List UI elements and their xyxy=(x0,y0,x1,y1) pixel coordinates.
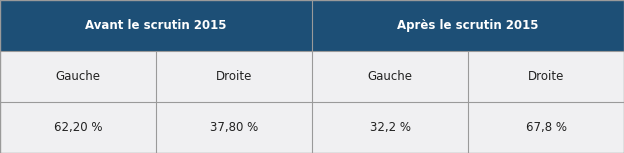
Bar xyxy=(312,51,468,102)
Bar xyxy=(0,102,156,153)
Bar xyxy=(156,51,312,102)
Bar xyxy=(312,102,468,153)
Text: Gauche: Gauche xyxy=(56,70,100,83)
Text: 62,20 %: 62,20 % xyxy=(54,121,102,134)
Bar xyxy=(0,51,156,102)
Text: Gauche: Gauche xyxy=(368,70,412,83)
Text: 37,80 %: 37,80 % xyxy=(210,121,258,134)
Bar xyxy=(156,102,312,153)
Text: 67,8 %: 67,8 % xyxy=(525,121,567,134)
Bar xyxy=(468,102,624,153)
Text: Droite: Droite xyxy=(216,70,252,83)
Text: Avant le scrutin 2015: Avant le scrutin 2015 xyxy=(85,19,227,32)
Bar xyxy=(312,0,624,51)
Bar xyxy=(468,51,624,102)
Bar xyxy=(0,0,312,51)
Text: Après le scrutin 2015: Après le scrutin 2015 xyxy=(397,19,539,32)
Text: 32,2 %: 32,2 % xyxy=(369,121,411,134)
Text: Droite: Droite xyxy=(528,70,564,83)
